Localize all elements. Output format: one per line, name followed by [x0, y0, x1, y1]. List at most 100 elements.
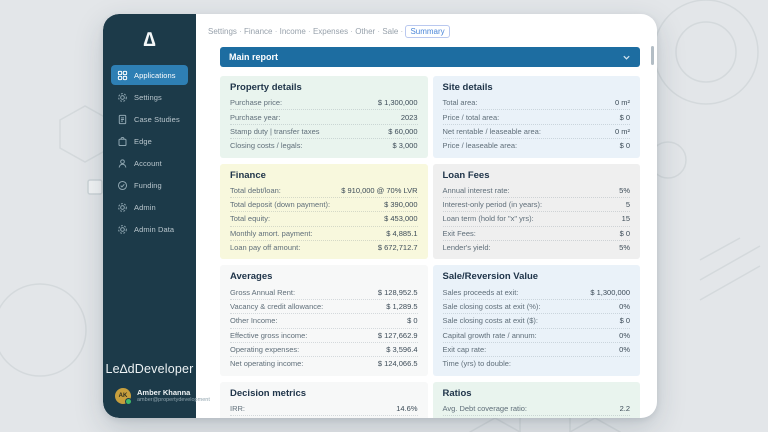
row-label: Price / total area: [442, 112, 500, 122]
report-row: Purchase year: 2023 [230, 110, 418, 125]
report-row: Loan term (hold for "x" yrs): 15 [442, 212, 630, 227]
row-label: Total deposit (down payment): [230, 200, 331, 210]
report-row: Net rentable / leaseable area: 0 m² [442, 125, 630, 140]
breadcrumb-tab[interactable]: Finance [244, 27, 280, 36]
breadcrumb-tab[interactable]: Expenses [313, 27, 355, 36]
row-label: Loan pay off amount: [230, 243, 301, 253]
row-label: Vacancy & credit allowance: [230, 301, 324, 311]
report-row: Annual interest rate: 5% [442, 184, 630, 198]
check-circle-icon [117, 180, 128, 191]
breadcrumb-tab[interactable]: Sale [382, 27, 405, 36]
row-value: $ 0 [619, 141, 630, 151]
row-value: 0% [619, 330, 630, 340]
sidebar-item-settings[interactable]: Settings [111, 87, 188, 107]
report-row: Operating expenses: $ 3,596.4 [230, 343, 418, 358]
row-label: Operating expenses: [230, 345, 300, 355]
sidebar-item-edge[interactable]: Edge [111, 131, 188, 151]
report-row: Capital growth rate / annum: 0% [442, 329, 630, 343]
report-row: Sales proceeds at exit: $ 1,300,000 [442, 285, 630, 300]
app-logo-icon: ∆ [143, 28, 156, 51]
report-row: Price / total area: $ 0 [442, 110, 630, 125]
panel-property-details: Property details Purchase price: $ 1,300… [220, 76, 428, 158]
row-label: Monthly amort. payment: [230, 228, 313, 238]
report-panels: Property details Purchase price: $ 1,300… [220, 76, 640, 418]
sidebar-item-case-studies[interactable]: Case Studies [111, 109, 188, 129]
row-label: Total debt/loan: [230, 185, 281, 195]
report-row: Gross Annual Rent: $ 128,952.5 [230, 285, 418, 300]
sidebar-item-label: Admin Data [134, 224, 175, 234]
panel-title: Averages [230, 271, 273, 283]
row-value: $ 4,885.1 [386, 228, 418, 238]
breadcrumb-tab-active[interactable]: Summary [405, 25, 450, 38]
row-value: $ 672,712.7 [377, 243, 418, 253]
report-row: Effective gross income: $ 127,662.9 [230, 329, 418, 343]
sidebar-item-account[interactable]: Account [111, 153, 188, 173]
breadcrumb-tab[interactable]: Income [280, 27, 313, 36]
gear-icon [117, 224, 128, 235]
sidebar-item-label: Settings [134, 92, 162, 102]
report-row: Avg. Break even ratio: 48% [443, 416, 631, 418]
panel-decision-metrics: Decision metrics IRR: 14.6% Cash-on-cash… [220, 381, 428, 418]
row-value: $ 910,000 @ 70% LVR [341, 185, 418, 195]
report-row: Exit Fees: $ 0 [442, 227, 630, 241]
row-value: 5% [619, 185, 630, 195]
row-value: $ 1,289.5 [386, 301, 418, 311]
sidebar-item-admin[interactable]: Admin [111, 197, 188, 217]
report-row: Lender's yield: 5% [443, 241, 631, 254]
panel-ratios: Ratios Avg. Debt coverage ratio: 2.2 Avg… [432, 381, 640, 418]
panel-title: Sale/Reversion Value [442, 271, 539, 283]
report-row: Closing costs / legals: $ 3,000 [230, 139, 418, 152]
report-row: Interest-only period (in years): 5 [442, 198, 630, 213]
sidebar-item-admin-data[interactable]: Admin Data [111, 219, 188, 239]
row-label: Sale closing costs at exit ($): [442, 316, 538, 326]
row-value: $ 128,952.5 [377, 287, 418, 297]
row-label: Closing costs / legals: [230, 141, 303, 151]
row-value: 0 m² [615, 98, 630, 108]
user-profile[interactable]: AK Amber Khanna amber@propertydevelopmen… [103, 388, 210, 418]
panel-title: Ratios [442, 387, 472, 399]
sidebar-item-label: Edge [134, 136, 152, 146]
row-label: Other Income: [230, 316, 278, 326]
row-value: $ 3,596.4 [386, 345, 418, 355]
user-name: Amber Khanna [137, 388, 191, 397]
report-row: Vacancy & credit allowance: $ 1,289.5 [230, 300, 418, 315]
breadcrumb-tab[interactable]: Other [355, 27, 382, 36]
panel-site-details: Site details Total area: 0 m² Price / to… [432, 76, 640, 158]
row-value: 14.6% [396, 403, 418, 413]
panel-title: Decision metrics [230, 387, 307, 399]
chevron-down-icon [622, 53, 631, 62]
panel-averages: Averages Gross Annual Rent: $ 128,952.5 … [220, 265, 428, 376]
sidebar-item-label: Case Studies [134, 114, 180, 124]
row-label: Avg. Debt coverage ratio: [442, 403, 528, 413]
breadcrumb: SettingsFinanceIncomeExpensesOtherSaleSu… [208, 25, 640, 38]
row-value: 0% [619, 301, 630, 311]
report-row: Total area: 0 m² [442, 96, 630, 111]
report-row: Purchase price: $ 1,300,000 [230, 96, 418, 111]
row-value: $ 0 [619, 228, 630, 238]
panel-title: Finance [230, 169, 266, 181]
row-value: $ 453,000 [384, 214, 418, 224]
report-row: Monthly amort. payment: $ 4,885.1 [230, 227, 418, 241]
avatar: AK [115, 388, 132, 405]
sidebar-item-label: Admin [134, 202, 156, 212]
person-icon [117, 158, 128, 169]
report-row: Total equity: $ 453,000 [230, 212, 418, 227]
row-value: $ 124,066.5 [377, 359, 418, 369]
sidebar-item-applications[interactable]: Applications [111, 65, 188, 85]
report-row: Sale closing costs at exit ($): $ 0 [442, 314, 630, 329]
main-report-header[interactable]: Main report [220, 47, 640, 67]
report-row: Sale closing costs at exit (%): 0% [442, 300, 630, 315]
row-value: 0% [619, 345, 630, 355]
main-report-title: Main report [229, 52, 279, 62]
report-row: Price / leaseable area: $ 0 [443, 139, 631, 152]
breadcrumb-tab[interactable]: Settings [208, 27, 244, 36]
report-row: Time (yrs) to double: [443, 357, 631, 370]
scrollbar[interactable] [651, 46, 654, 65]
row-label: Lender's yield: [442, 243, 491, 253]
row-label: Price / leaseable area: [442, 141, 518, 151]
report-row: Total debt/loan: $ 910,000 @ 70% LVR [230, 184, 418, 198]
row-label: Loan term (hold for "x" yrs): [442, 214, 534, 224]
grid-icon [117, 70, 128, 81]
sidebar-item-funding[interactable]: Funding [111, 175, 188, 195]
row-value: $ 1,300,000 [590, 287, 630, 297]
